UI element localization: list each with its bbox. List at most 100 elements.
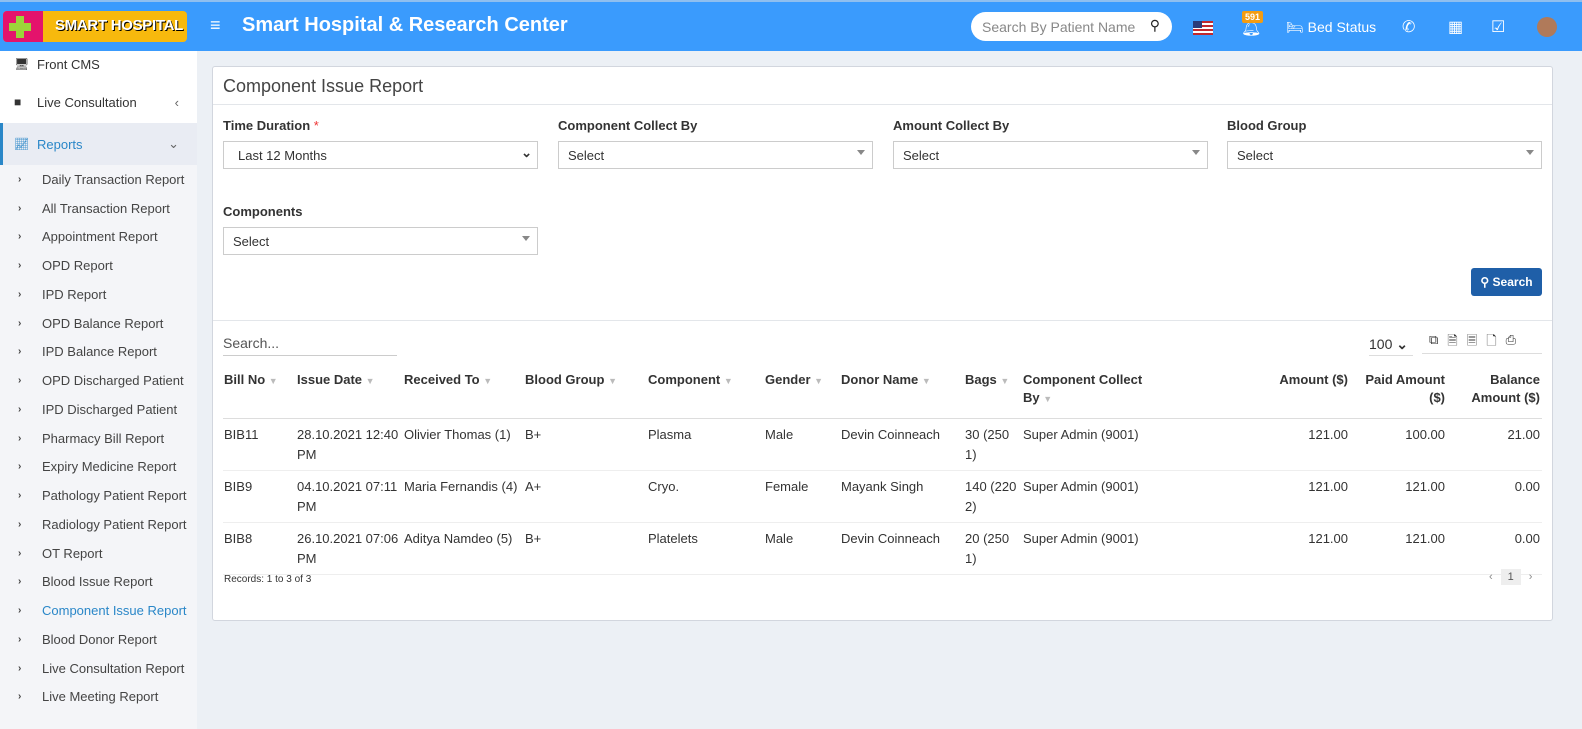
page-size-select[interactable]: 100 ⌄ bbox=[1369, 336, 1413, 356]
chevron-right-icon: › bbox=[18, 461, 22, 473]
column-header[interactable]: Bill No ▼ bbox=[223, 371, 296, 419]
prev-page-icon[interactable]: ‹ bbox=[1489, 571, 1493, 583]
column-header[interactable]: Paid Amount ($) bbox=[1350, 371, 1447, 419]
sidebar-item-live-consultation[interactable]: ■ Live Consultation ‹ bbox=[0, 81, 197, 123]
bed-status-button[interactable]: 🛏︎ Bed Status bbox=[1286, 19, 1376, 36]
sidebar-item-reports[interactable]: 📈︎ Reports ⌄ bbox=[0, 123, 197, 165]
table-cell: 100.00 bbox=[1350, 418, 1447, 471]
sort-icon: ▼ bbox=[268, 376, 278, 386]
notification-badge: 591 bbox=[1242, 11, 1264, 23]
sidebar-subitem-label: Pathology Patient Report bbox=[42, 488, 187, 504]
calendar-icon[interactable]: ▦ bbox=[1448, 19, 1464, 36]
sidebar-subitem[interactable]: › Appointment Report bbox=[0, 223, 197, 252]
chevron-right-icon: › bbox=[18, 260, 22, 272]
dropdown-arrow-icon bbox=[1192, 150, 1200, 155]
column-header[interactable]: Balance Amount ($) bbox=[1447, 371, 1542, 419]
sidebar-subitem[interactable]: › Pharmacy Bill Report bbox=[0, 424, 197, 453]
field-label: Time Duration bbox=[223, 118, 311, 133]
dropdown-arrow-icon bbox=[1526, 150, 1534, 155]
menu-toggle-icon[interactable]: ≡ bbox=[210, 15, 221, 35]
column-header[interactable]: Received To ▼ bbox=[403, 371, 524, 419]
chevron-right-icon: › bbox=[18, 375, 22, 387]
logo[interactable]: SMART HOSPITAL bbox=[3, 11, 187, 42]
chart-icon: 📈︎ bbox=[14, 137, 30, 151]
column-header[interactable]: Gender ▼ bbox=[764, 371, 840, 419]
components-select[interactable]: Select bbox=[223, 227, 538, 255]
sidebar-subitem[interactable]: › OT Report bbox=[0, 539, 197, 568]
sort-icon: ▼ bbox=[1043, 394, 1053, 404]
table-cell: Super Admin (9001) bbox=[1022, 418, 1162, 471]
divider bbox=[213, 320, 1552, 321]
sort-icon: ▼ bbox=[921, 376, 931, 386]
sidebar-subitem[interactable]: › Blood Donor Report bbox=[0, 625, 197, 654]
search-icon[interactable]: ⚲ bbox=[1149, 17, 1160, 33]
column-header[interactable]: Bags ▼ bbox=[964, 371, 1022, 419]
sidebar-subitem[interactable]: › OPD Balance Report bbox=[0, 309, 197, 338]
chevron-down-icon: ⌄ bbox=[521, 145, 532, 160]
sidebar-subitem[interactable]: › OPD Report bbox=[0, 251, 197, 280]
sidebar-subitem[interactable]: › Daily Transaction Report bbox=[0, 165, 197, 194]
next-page-icon[interactable]: › bbox=[1528, 571, 1533, 583]
copy-icon[interactable]: ⧉ bbox=[1429, 332, 1439, 347]
column-header[interactable]: Amount ($) bbox=[1162, 371, 1350, 419]
bell-icon[interactable]: 🔔︎ bbox=[1241, 20, 1262, 37]
column-header[interactable]: Component Collect By ▼ bbox=[1022, 371, 1162, 419]
column-label: Blood Group bbox=[525, 372, 605, 387]
sidebar-subitem[interactable]: › IPD Discharged Patient bbox=[0, 395, 197, 424]
us-flag-icon[interactable] bbox=[1193, 21, 1213, 35]
sidebar-subitem[interactable]: › IPD Report bbox=[0, 280, 197, 309]
sidebar-subitem[interactable]: › Live Consultation Report bbox=[0, 654, 197, 683]
blood-group-select[interactable]: Select bbox=[1227, 141, 1542, 169]
task-check-icon[interactable]: ☑ bbox=[1491, 19, 1506, 36]
sidebar-subitem-label: OPD Balance Report bbox=[42, 315, 164, 331]
component-collect-by-select[interactable]: Select bbox=[558, 141, 873, 169]
monitor-icon: 🖥︎ bbox=[14, 57, 30, 71]
whatsapp-icon[interactable]: ✆ bbox=[1402, 19, 1416, 36]
page-title: Component Issue Report bbox=[213, 67, 1552, 105]
sidebar-subitem-label: Pharmacy Bill Report bbox=[42, 430, 165, 446]
table-cell: 28.10.2021 12:40 PM bbox=[296, 418, 403, 471]
print-icon[interactable]: ⎙ bbox=[1505, 332, 1517, 347]
amount-collect-by-select[interactable]: Select bbox=[893, 141, 1208, 169]
patient-search-input[interactable]: Search By Patient Name ⚲ bbox=[971, 12, 1172, 41]
sidebar-subitem[interactable]: › Live Meeting Report bbox=[0, 683, 197, 712]
table-cell: Female bbox=[764, 470, 840, 523]
sidebar-subitem[interactable]: › Radiology Patient Report bbox=[0, 510, 197, 539]
table-cell: A+ bbox=[524, 470, 647, 523]
chevron-right-icon: › bbox=[18, 576, 22, 588]
sort-icon: ▼ bbox=[814, 376, 824, 386]
table-cell: Olivier Thomas (1) bbox=[403, 418, 524, 471]
column-label: Issue Date bbox=[297, 372, 363, 387]
column-header[interactable]: Component ▼ bbox=[647, 371, 764, 419]
excel-icon[interactable]: 🗎 bbox=[1447, 333, 1458, 348]
sidebar-subitem[interactable]: › IPD Balance Report bbox=[0, 338, 197, 367]
sidebar-item-front-cms[interactable]: 🖥︎ Front CMS bbox=[0, 51, 197, 81]
column-header[interactable]: Blood Group ▼ bbox=[524, 371, 647, 419]
table-search-input[interactable]: Search... bbox=[223, 335, 397, 356]
sidebar-subitem[interactable]: › Pathology Patient Report bbox=[0, 481, 197, 510]
table-cell: BIB11 bbox=[223, 418, 296, 471]
time-duration-select[interactable]: Last 12 Months ⌄ bbox=[223, 141, 538, 169]
table-cell: 121.00 bbox=[1350, 522, 1447, 575]
report-panel: Component Issue Report Time Duration * L… bbox=[212, 66, 1553, 621]
column-header[interactable]: Donor Name ▼ bbox=[840, 371, 964, 419]
table-cell: BIB9 bbox=[223, 470, 296, 523]
table-cell: Super Admin (9001) bbox=[1022, 470, 1162, 523]
chevron-right-icon: › bbox=[18, 490, 22, 502]
sidebar-subitem[interactable]: › Blood Issue Report bbox=[0, 568, 197, 597]
field-label: Blood Group bbox=[1227, 118, 1307, 133]
table-cell: 30 (250 1) bbox=[964, 418, 1022, 471]
pdf-icon[interactable]: 🗋 bbox=[1486, 333, 1497, 348]
page-1-button[interactable]: 1 bbox=[1500, 569, 1521, 585]
sidebar-subitem[interactable]: › All Transaction Report bbox=[0, 194, 197, 223]
chevron-right-icon: › bbox=[18, 403, 22, 415]
table-cell: 21.00 bbox=[1447, 418, 1542, 471]
csv-icon[interactable]: 🗏 bbox=[1466, 333, 1478, 348]
avatar[interactable] bbox=[1537, 17, 1557, 37]
sidebar-subitem[interactable]: › Expiry Medicine Report bbox=[0, 453, 197, 482]
sidebar-subitem[interactable]: › OPD Discharged Patient bbox=[0, 366, 197, 395]
column-header[interactable]: Issue Date ▼ bbox=[296, 371, 403, 419]
search-button[interactable]: ⚲ Search bbox=[1471, 268, 1542, 296]
sidebar-subitem[interactable]: › Component Issue Report bbox=[0, 596, 197, 625]
chevron-right-icon: › bbox=[18, 432, 22, 444]
